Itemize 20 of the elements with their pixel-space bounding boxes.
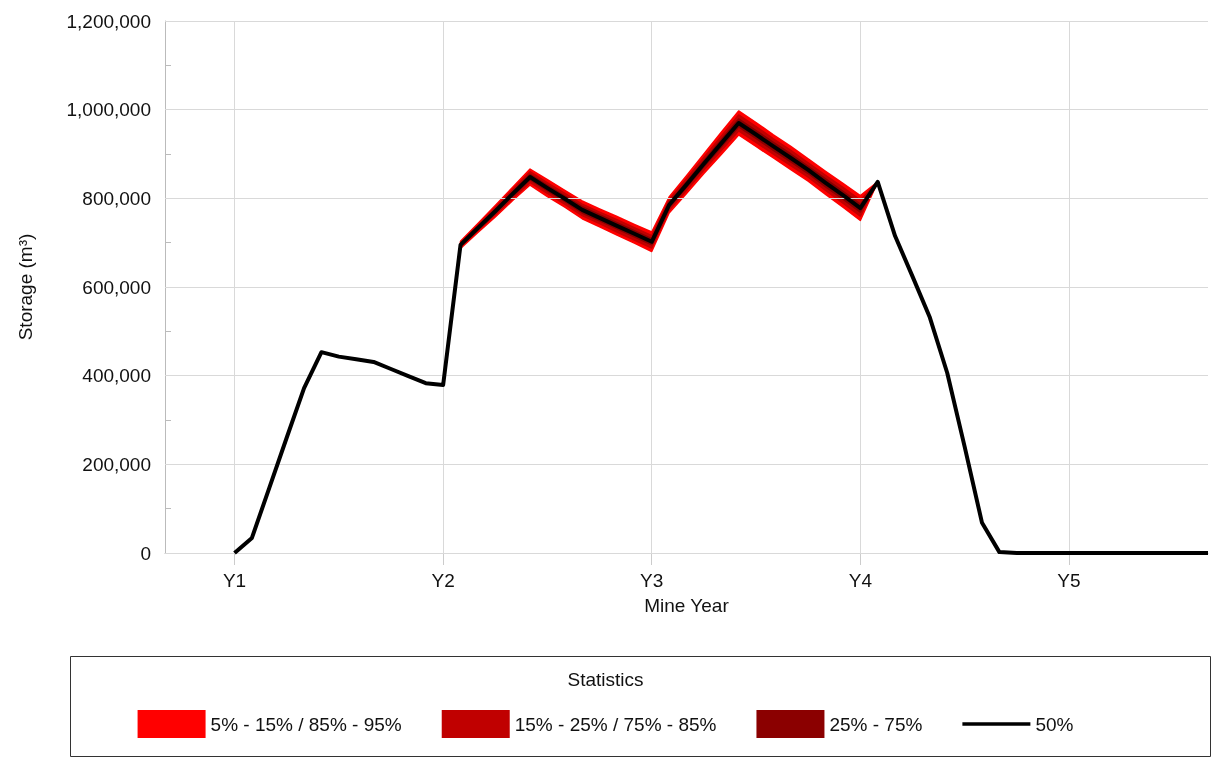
y-tick-label: 800,000: [82, 187, 151, 209]
y-tick-label: 600,000: [82, 276, 151, 298]
y-tick-label: 1,000,000: [66, 99, 151, 121]
legend-label: 5% - 15% / 85% - 95%: [210, 713, 402, 735]
x-tick-label: Y1: [222, 570, 247, 591]
y-tick-label: 1,200,000: [66, 10, 151, 32]
y-axis-title: Storage (m³): [15, 233, 36, 341]
legend-label: 50%: [1035, 713, 1074, 735]
legend-label: 25% - 75%: [829, 713, 923, 735]
y-tick-label: 400,000: [82, 365, 151, 387]
x-tick-label: Y2: [431, 570, 455, 591]
y-tick-label: 0: [140, 542, 151, 564]
legend-title: Statistics: [567, 669, 644, 690]
y-tick-label: 200,000: [82, 453, 151, 475]
line-series: [232, 120, 1210, 555]
legend-label: 15% - 25% / 75% - 85%: [514, 713, 717, 735]
x-tick-label: Y3: [640, 570, 664, 591]
x-axis-title: Mine Year: [644, 595, 730, 616]
x-tick-label: Y5: [1057, 570, 1081, 591]
x-tick-label: Y4: [848, 570, 873, 591]
